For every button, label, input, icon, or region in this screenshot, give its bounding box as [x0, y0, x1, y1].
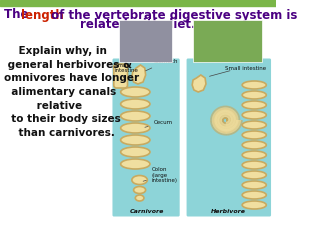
Text: Colon
(large
intestine): Colon (large intestine): [143, 167, 178, 183]
Text: Stomach: Stomach: [146, 59, 178, 71]
Ellipse shape: [242, 131, 266, 139]
Ellipse shape: [121, 87, 150, 97]
Ellipse shape: [242, 171, 266, 179]
Bar: [119, 20, 172, 62]
FancyBboxPatch shape: [187, 59, 271, 216]
Text: of the vertebrate digestive system is: of the vertebrate digestive system is: [46, 8, 297, 22]
Ellipse shape: [121, 147, 150, 157]
Text: Carnivore: Carnivore: [129, 209, 164, 214]
Text: Herbivore: Herbivore: [211, 209, 246, 214]
Ellipse shape: [132, 175, 148, 185]
Text: Small
intestine: Small intestine: [115, 63, 139, 78]
Ellipse shape: [242, 201, 266, 209]
Text: length: length: [21, 8, 63, 22]
Ellipse shape: [242, 141, 266, 149]
Polygon shape: [192, 75, 206, 92]
Bar: [0, 0, 276, 6]
Ellipse shape: [133, 186, 146, 193]
Text: related with diet.: related with diet.: [80, 18, 196, 30]
Bar: [193, 20, 262, 62]
Ellipse shape: [121, 111, 150, 121]
Polygon shape: [132, 65, 146, 84]
Ellipse shape: [242, 81, 266, 89]
Ellipse shape: [242, 191, 266, 199]
Ellipse shape: [135, 195, 144, 201]
Text: Cecum: Cecum: [145, 120, 172, 127]
Ellipse shape: [121, 135, 150, 145]
FancyBboxPatch shape: [112, 59, 180, 216]
Ellipse shape: [242, 161, 266, 169]
Ellipse shape: [242, 91, 266, 99]
Text: Explain why, in
 general herbivores &
omnivores have longer
  alimentary canals
: Explain why, in general herbivores & omn…: [4, 46, 140, 138]
Text: The: The: [4, 8, 33, 22]
Ellipse shape: [121, 123, 150, 133]
Text: Small intestine: Small intestine: [225, 66, 266, 71]
FancyBboxPatch shape: [114, 64, 128, 88]
Ellipse shape: [121, 99, 150, 109]
Ellipse shape: [242, 181, 266, 189]
Ellipse shape: [242, 111, 266, 119]
Ellipse shape: [242, 101, 266, 109]
Ellipse shape: [242, 151, 266, 159]
Ellipse shape: [242, 121, 266, 129]
Ellipse shape: [121, 159, 150, 169]
